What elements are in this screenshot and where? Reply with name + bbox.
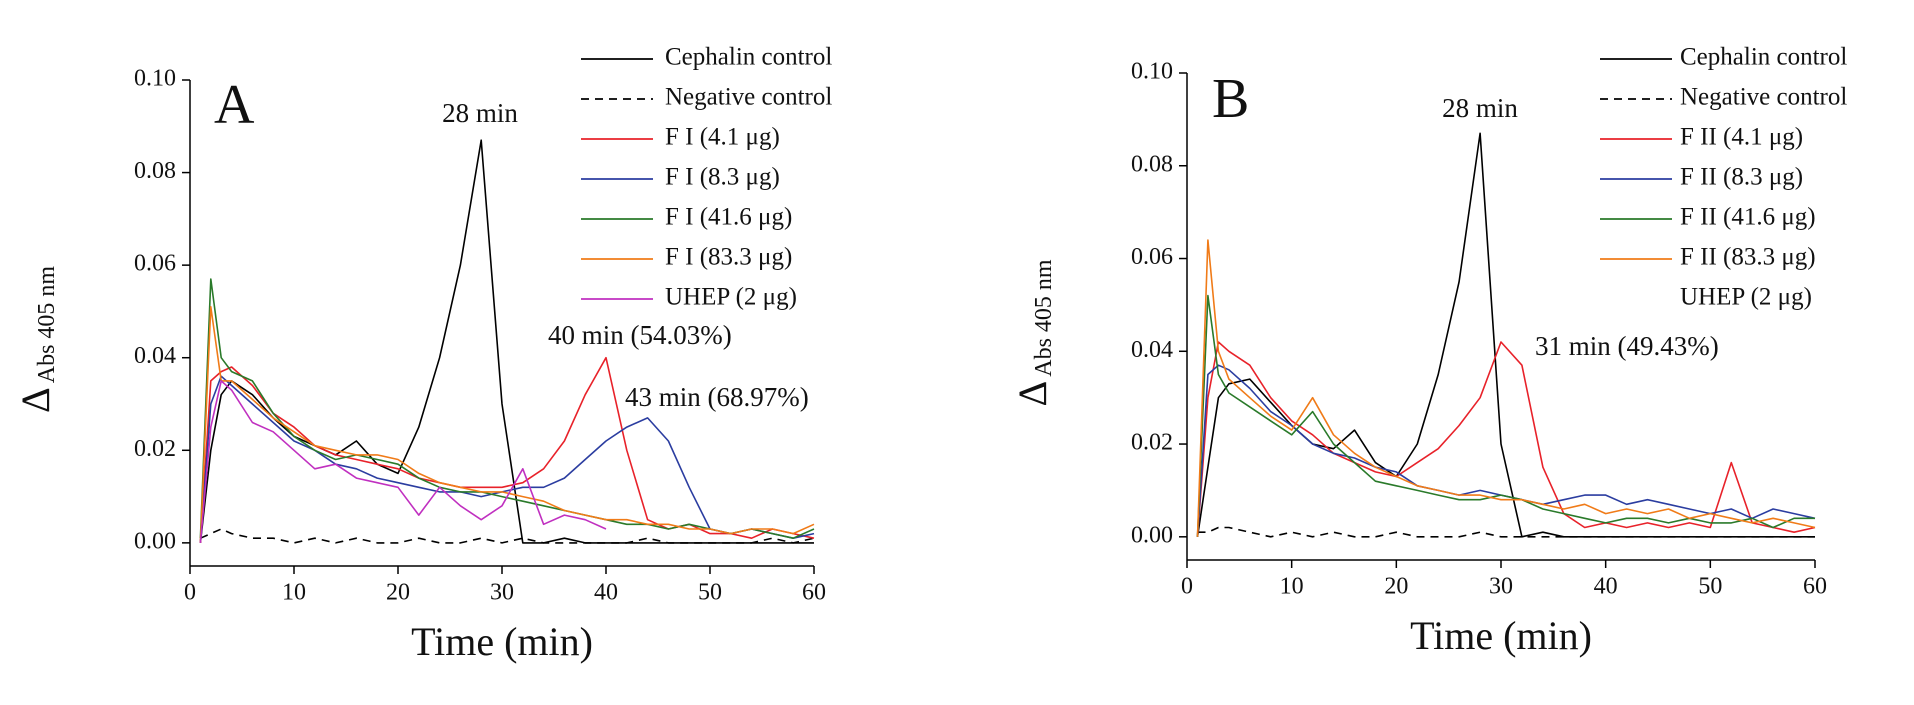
x-tick-label: 0 [184,580,196,606]
annotation: 31 min (49.43%) [1535,331,1719,361]
y-tick-label: 0.10 [1131,59,1173,85]
data-line [1196,364,1816,537]
data-line [1196,132,1815,538]
y-axis-symbol: Δ [1010,381,1055,407]
y-tick-label: 0.04 [134,343,176,369]
legend-label: F II (83.3 μg) [1680,244,1816,271]
annotation: 40 min (54.03%) [548,320,732,350]
legend-label: F II (8.3 μg) [1680,164,1803,191]
y-axis-subscript: Abs 405 nm [34,266,60,384]
x-axis-label: Time (min) [1410,613,1592,658]
legend-label: Cephalin control [665,44,832,71]
legend-label: F I (83.3 μg) [665,244,792,271]
y-tick-label: 0.06 [1131,244,1173,270]
legend-label: F I (8.3 μg) [665,164,780,191]
y-tick-label: 0.08 [1131,151,1173,177]
y-tick-label: 0.00 [1131,522,1173,548]
y-tick-label: 0.02 [1131,430,1173,456]
y-axis-subscript: Abs 405 nm [1031,259,1057,377]
y-tick-label: 0.00 [134,528,176,554]
legend-label: F I (4.1 μg) [665,124,780,151]
data-line [199,380,607,543]
legend-label: Negative control [665,84,832,111]
y-tick-label: 0.06 [134,251,176,277]
x-axis-label: Time (min) [411,619,593,664]
x-tick-label: 0 [1181,574,1193,600]
legend-label: UHEP (2 μg) [665,284,797,311]
y-tick-label: 0.08 [134,158,176,184]
data-line [1196,239,1816,537]
x-tick-label: 50 [698,580,722,606]
x-tick-label: 20 [1384,574,1408,600]
data-line [1196,341,1816,537]
y-tick-label: 0.02 [134,436,176,462]
panel-label: A [214,74,255,136]
x-tick-label: 30 [1489,574,1513,600]
legend-label: F I (41.6 μg) [665,204,792,231]
y-axis-label: Δ Abs 405 nm [13,266,59,413]
x-tick-label: 20 [386,580,410,606]
y-axis-symbol: Δ [13,387,58,413]
x-tick-label: 10 [1280,574,1304,600]
x-tick-label: 30 [490,580,514,606]
x-tick-label: 40 [1594,574,1618,600]
annotation: 28 min [1442,93,1518,123]
legend-label: Cephalin control [1680,44,1847,71]
x-tick-label: 60 [802,580,826,606]
data-line [1197,526,1815,538]
panel-label: B [1212,68,1249,130]
legend-label: F II (4.1 μg) [1680,124,1803,151]
annotation: 43 min (68.97%) [625,382,809,412]
data-line [199,356,815,543]
y-tick-label: 0.10 [134,66,176,92]
data-line [199,306,815,543]
data-line [200,528,815,544]
annotation: 28 min [442,98,518,128]
x-tick-label: 60 [1803,574,1827,600]
legend-label: F II (41.6 μg) [1680,204,1816,231]
y-axis-label: Δ Abs 405 nm [1010,259,1056,406]
legend-label: Negative control [1680,84,1847,111]
y-tick-label: 0.04 [1131,337,1173,363]
legend-label: UHEP (2 μg) [1680,284,1812,311]
x-tick-label: 40 [594,580,618,606]
x-tick-label: 50 [1698,574,1722,600]
data-line [1196,294,1815,537]
x-tick-label: 10 [282,580,306,606]
